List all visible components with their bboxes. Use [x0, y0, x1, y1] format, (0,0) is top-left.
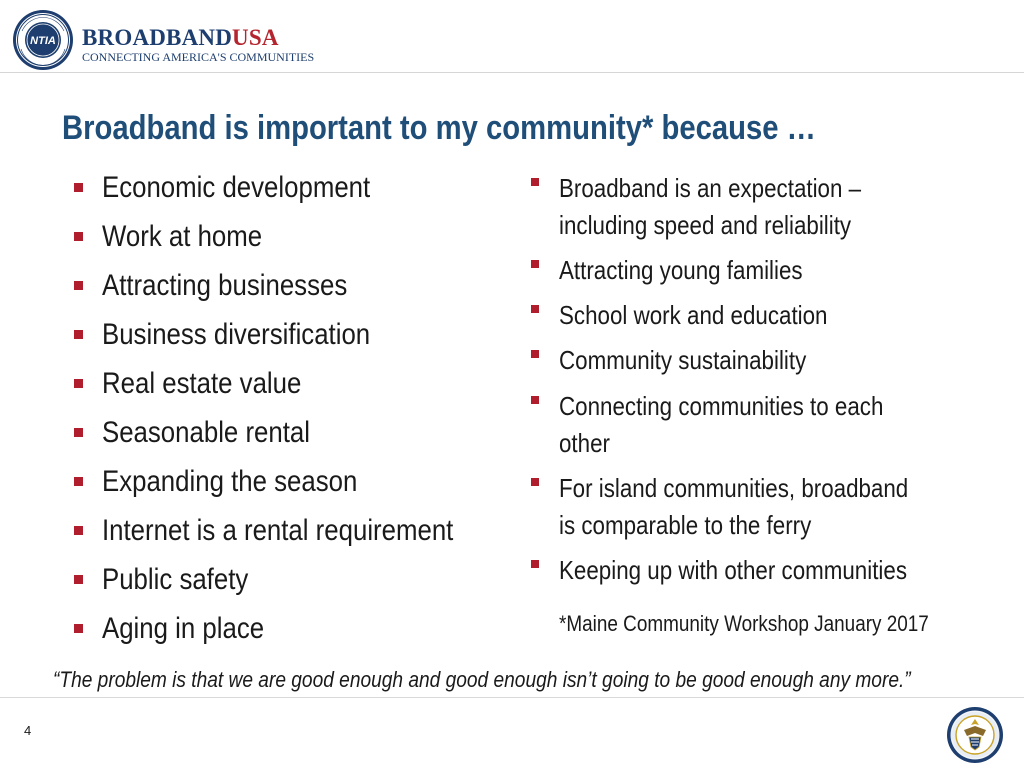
square-bullet-icon	[531, 560, 539, 568]
right-list-item-label: Connecting communities to each other	[559, 388, 883, 462]
right-list-item-line: is comparable to the ferry	[559, 510, 812, 540]
left-list-item-label: Aging in place	[102, 612, 265, 645]
square-bullet-icon	[531, 178, 539, 186]
square-bullet-icon	[531, 396, 539, 404]
square-bullet-icon	[531, 478, 539, 486]
right-list-item-label: Keeping up with other communities	[559, 552, 907, 589]
page-number: 4	[24, 723, 32, 738]
square-bullet-icon	[74, 575, 83, 584]
quote: “The problem is that we are good enough …	[53, 667, 911, 692]
square-bullet-icon	[74, 477, 83, 486]
right-list-item-line: other	[559, 428, 610, 458]
right-list-item-line: including speed and reliability	[559, 210, 852, 240]
left-list-item-label: Business diversification	[102, 318, 371, 351]
right-list-item-line: Keeping up with other communities	[559, 555, 908, 585]
square-bullet-icon	[74, 183, 83, 192]
brand-name: BROADBANDUSA	[82, 26, 279, 49]
left-list-item-label: Work at home	[102, 220, 263, 253]
left-list-item-label: Internet is a rental requirement	[102, 514, 454, 547]
footer-divider	[0, 697, 1024, 698]
square-bullet-icon	[531, 305, 539, 313]
right-list-item-label: School work and education	[559, 297, 827, 334]
square-bullet-icon	[531, 260, 539, 268]
square-bullet-icon	[74, 624, 83, 633]
header-divider	[0, 72, 1024, 73]
ntia-seal-icon: NTIA	[13, 10, 73, 70]
square-bullet-icon	[531, 350, 539, 358]
square-bullet-icon	[74, 330, 83, 339]
department-of-commerce-seal-icon	[947, 707, 1003, 763]
square-bullet-icon	[74, 379, 83, 388]
left-list-item-label: Real estate value	[102, 367, 302, 400]
left-list-item-label: Expanding the season	[102, 465, 358, 498]
brand-tagline: CONNECTING AMERICA'S COMMUNITIES	[82, 50, 315, 64]
right-list-item-line: For island communities, broadband	[559, 473, 909, 503]
seal-label: NTIA	[30, 35, 56, 47]
left-list-item-label: Seasonable rental	[102, 416, 310, 449]
square-bullet-icon	[74, 428, 83, 437]
header: NTIA BROADBANDUSA CONNECTING AMERICA'S C…	[0, 0, 1024, 73]
square-bullet-icon	[74, 281, 83, 290]
left-list-item-label: Economic development	[102, 171, 371, 204]
right-list-item-label: Broadband is an expectation – including s…	[559, 170, 861, 244]
brand-accent: USA	[232, 25, 279, 50]
square-bullet-icon	[74, 232, 83, 241]
square-bullet-icon	[74, 526, 83, 535]
brand-main: BROADBAND	[82, 25, 233, 50]
left-list-item-label: Public safety	[102, 563, 249, 596]
right-list-item-label: For island communities, broadband is comp…	[559, 470, 908, 544]
right-list-item-line: Attracting young families	[559, 255, 803, 285]
right-list-item-line: School work and education	[559, 300, 828, 330]
right-list-item-line: Connecting communities to each	[559, 391, 884, 421]
slide-title: Broadband is important to my community* …	[62, 109, 816, 147]
right-list-item-label: Attracting young families	[559, 252, 803, 289]
footnote: *Maine Community Workshop January 2017	[559, 611, 929, 636]
right-list-item-line: Community sustainability	[559, 345, 807, 375]
left-list-item-label: Attracting businesses	[102, 269, 348, 302]
right-list-item-line: Broadband is an expectation –	[559, 173, 862, 203]
right-list-item-label: Community sustainability	[559, 342, 806, 379]
